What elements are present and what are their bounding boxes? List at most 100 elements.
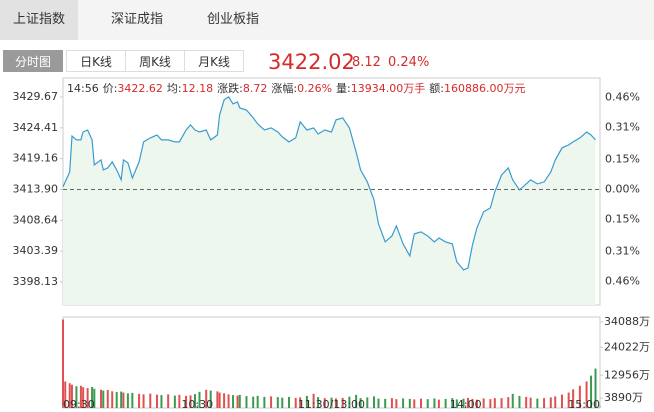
- volume-bar: [155, 394, 158, 408]
- volume-bar: [178, 394, 181, 408]
- x-tick-label: 14:00: [450, 398, 482, 411]
- volume-bar: [462, 398, 465, 408]
- info-label: 均:: [166, 82, 182, 95]
- y-tick-label: 3424.41: [13, 121, 59, 134]
- volume-bar: [536, 398, 539, 408]
- y2-tick-label: 0.46%: [605, 90, 640, 103]
- x-tick-label: 10:30: [181, 398, 213, 411]
- volume-bar: [245, 396, 248, 408]
- volume-bar: [549, 397, 552, 408]
- volume-bar: [359, 398, 362, 408]
- volume-bar: [173, 395, 176, 408]
- volume-bar: [373, 396, 376, 408]
- y-tick-label: 3403.39: [13, 244, 59, 257]
- volume-bar: [62, 319, 64, 408]
- volume-bar: [348, 396, 351, 408]
- volume-bar: [444, 398, 447, 408]
- volume-bar: [120, 391, 123, 408]
- volume-bar: [585, 381, 588, 408]
- volume-bar: [223, 393, 226, 408]
- y-tick-label: 3398.13: [13, 275, 59, 288]
- volume-bar: [355, 394, 358, 408]
- volume-bar: [64, 381, 67, 408]
- y2-tick-label: 0.15%: [605, 213, 640, 226]
- info-time: 14:56: [67, 82, 99, 95]
- volume-bar: [299, 397, 302, 408]
- volume-bar: [594, 368, 597, 408]
- volume-bar: [294, 397, 297, 408]
- volume-bar: [560, 394, 563, 408]
- volume-bar: [482, 398, 485, 408]
- change: 8.12: [352, 55, 381, 70]
- volume-bar: [475, 399, 478, 408]
- info-value: 13934.00万手: [350, 82, 426, 95]
- volume-bar: [93, 388, 96, 408]
- volume-bar: [142, 394, 145, 408]
- price-line: [62, 96, 596, 271]
- volume-bar: [281, 397, 284, 408]
- volume-bar: [256, 395, 259, 408]
- volume-bar: [317, 397, 320, 408]
- volume-bar: [525, 396, 528, 408]
- info-value: 12.18: [181, 82, 214, 95]
- volume-bar: [126, 393, 129, 408]
- volume-bar: [160, 395, 163, 408]
- volume-bar: [216, 391, 219, 408]
- volume-bar: [252, 396, 255, 408]
- volume-bar: [402, 398, 405, 408]
- volume-bar: [198, 391, 201, 408]
- volume-bar: [507, 397, 510, 408]
- y-tick-label: 3419.16: [13, 152, 59, 165]
- period-tab[interactable]: 日K线: [66, 50, 126, 72]
- volume-bar: [471, 398, 474, 408]
- y-tick-label: 3413.90: [13, 182, 59, 195]
- y-tick-label: 24022万: [604, 340, 650, 353]
- volume-bar: [511, 393, 514, 408]
- y-tick-label: 12956万: [604, 368, 650, 381]
- volume-bar: [341, 397, 344, 408]
- volume-bar: [122, 392, 125, 408]
- x-tick-label: 11:30/13:00: [298, 398, 365, 411]
- volume-bar: [100, 389, 103, 408]
- volume-bar: [232, 395, 235, 408]
- volume-bar: [366, 397, 369, 408]
- y2-tick-label: 0.46%: [605, 275, 640, 288]
- tab[interactable]: 上证指数: [0, 0, 78, 40]
- volume-bar: [115, 392, 118, 408]
- volume-bar: [305, 395, 308, 408]
- volume-bar: [408, 398, 411, 408]
- volume-bar: [426, 399, 429, 408]
- y-tick-label: 34088万: [604, 315, 650, 328]
- period-tab[interactable]: 周K线: [125, 50, 185, 72]
- volume-bar: [209, 390, 212, 408]
- volume-bar: [437, 399, 440, 408]
- y2-tick-label: 0.31%: [605, 245, 640, 258]
- volume-bar: [91, 387, 94, 408]
- volume-bar: [451, 398, 454, 408]
- period-tab[interactable]: 分时图: [3, 50, 63, 72]
- volume-bar: [189, 395, 192, 408]
- volume-bar: [263, 396, 266, 408]
- info-label: 价:: [102, 82, 118, 95]
- volume-bar: [149, 393, 152, 408]
- y2-tick-label: 0.00%: [605, 182, 640, 195]
- volume-bar: [194, 394, 197, 408]
- market-tabs: 上证指数 深证成指 创业板指: [0, 0, 654, 40]
- volume-bar: [493, 398, 496, 408]
- tab[interactable]: 深证成指: [110, 12, 163, 27]
- volume-bar: [86, 388, 89, 408]
- period-tab[interactable]: 月K线: [184, 50, 244, 72]
- volume-bar: [185, 395, 188, 408]
- volume-bar: [395, 399, 398, 408]
- info-value: 8.72: [242, 82, 268, 95]
- volume-bar: [489, 399, 492, 408]
- volume-bar: [420, 398, 422, 408]
- volume-bar: [287, 396, 290, 408]
- volume-bar: [79, 385, 82, 408]
- info-value: 3422.62: [117, 82, 163, 95]
- tab[interactable]: 创业板指: [206, 12, 259, 27]
- volume-bar: [500, 398, 503, 408]
- volume-bar: [167, 394, 170, 408]
- volume-bar: [276, 397, 279, 408]
- volume-bar: [68, 383, 71, 408]
